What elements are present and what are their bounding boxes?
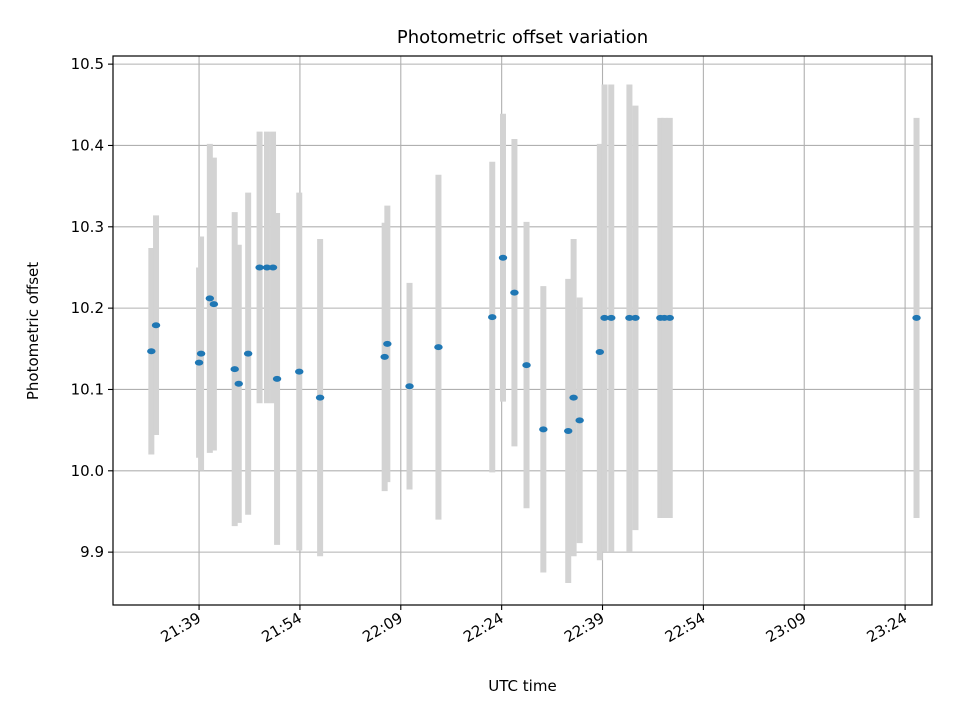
data-point xyxy=(665,314,674,321)
data-point xyxy=(315,394,325,401)
data-point xyxy=(595,349,605,356)
data-point xyxy=(295,368,304,375)
y-tick-label: 10.3 xyxy=(71,218,104,236)
data-point xyxy=(255,264,264,271)
data-point xyxy=(522,362,531,369)
chart-title: Photometric offset variation xyxy=(397,27,648,48)
data-point xyxy=(151,322,161,329)
data-point xyxy=(488,314,497,321)
data-point xyxy=(196,350,206,357)
data-point xyxy=(631,314,640,321)
y-tick-label: 10.2 xyxy=(71,299,104,317)
data-point xyxy=(230,366,239,373)
data-point xyxy=(498,254,508,261)
data-point xyxy=(205,295,215,302)
data-point xyxy=(268,264,278,271)
data-point xyxy=(209,301,219,308)
data-point xyxy=(380,353,389,360)
data-point xyxy=(575,417,584,424)
y-tick-label: 10.1 xyxy=(71,380,104,398)
y-axis: 9.9 10.0 10.1 10.2 10.3 10.4 10.5 xyxy=(71,55,113,561)
data-point xyxy=(600,314,609,321)
data-point xyxy=(434,344,443,351)
y-tick-label: 10.4 xyxy=(71,136,104,154)
plot-frame xyxy=(112,55,933,606)
data-point xyxy=(272,375,282,382)
data-point xyxy=(262,264,272,271)
data-point xyxy=(234,380,243,387)
data-point xyxy=(194,359,204,366)
data-point xyxy=(607,314,616,321)
data-point xyxy=(147,348,156,355)
data-points xyxy=(147,254,921,434)
data-point xyxy=(539,426,548,433)
y-axis-label: Photometric offset xyxy=(24,262,42,400)
data-point xyxy=(405,383,414,390)
data-point xyxy=(383,340,392,347)
data-point xyxy=(912,314,921,321)
data-point xyxy=(510,289,519,296)
data-point xyxy=(625,314,634,321)
y-tick-label: 10.5 xyxy=(71,55,104,73)
y-tick-label: 9.9 xyxy=(80,543,104,561)
x-axis-label: UTC time xyxy=(488,677,556,695)
data-point xyxy=(569,394,578,401)
y-tick-label: 10.0 xyxy=(71,462,104,480)
data-point xyxy=(564,427,573,434)
data-point xyxy=(243,350,253,357)
